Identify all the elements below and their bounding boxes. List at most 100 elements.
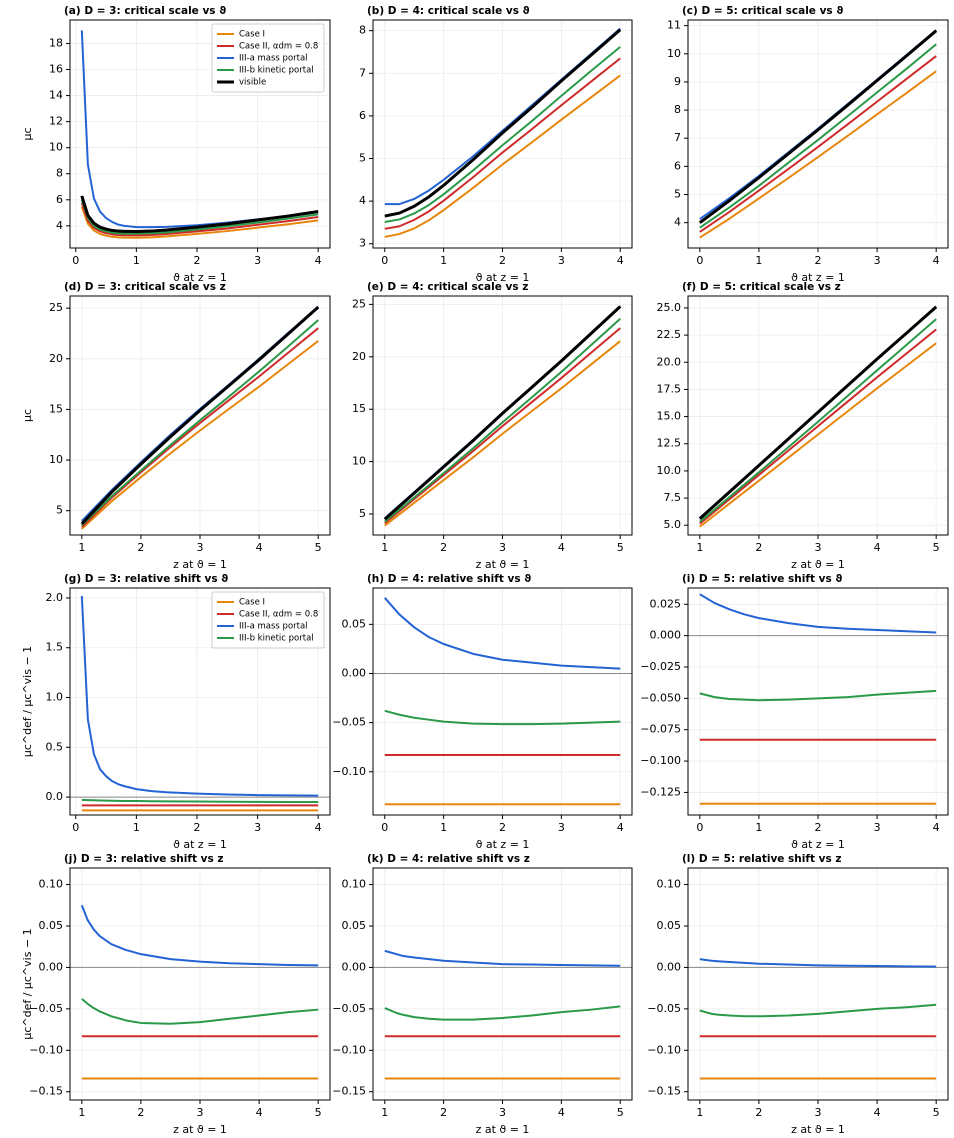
y-tick-label: 0.025	[650, 597, 682, 610]
panel-title: (i) D = 5: relative shift vs ϑ	[682, 573, 842, 585]
axes-frame	[372, 19, 633, 249]
x-tick-label: 3	[558, 254, 565, 267]
y-tick-label: 0.00	[657, 960, 682, 973]
x-tick-label: 4	[315, 254, 322, 267]
y-tick-label: 5	[359, 152, 366, 165]
series-line	[383, 305, 622, 521]
plot-area	[80, 30, 319, 239]
panel: (k) D = 4: relative shift vs z 1 2 3 4 5 −0.15…	[332, 853, 633, 1136]
x-tick-label: 5	[933, 1106, 940, 1119]
x-tick-label: 4	[558, 541, 565, 554]
series-line	[80, 195, 319, 233]
x-tick-label: 3	[815, 1106, 822, 1119]
y-tick-label: −0.10	[29, 1043, 63, 1056]
y-tick-label: −0.025	[640, 660, 681, 673]
y-tick-label: 10	[49, 141, 63, 154]
y-tick-label: −0.10	[332, 765, 366, 778]
x-tick-label: 0	[381, 254, 388, 267]
y-tick-label: 1.5	[46, 641, 64, 654]
x-axis-label: z at ϑ = 1	[173, 1123, 227, 1136]
y-tick-label: −0.15	[647, 1085, 681, 1098]
x-tick-label: 1	[78, 1106, 85, 1119]
x-tick-label: 3	[197, 1106, 204, 1119]
y-tick-label: 0.000	[650, 629, 682, 642]
x-tick-label: 1	[755, 821, 762, 834]
plot-area	[699, 593, 937, 805]
axes-frame	[69, 587, 331, 816]
x-tick-label: 5	[617, 541, 624, 554]
panel-title: (l) D = 5: relative shift vs z	[682, 853, 842, 865]
series-line	[80, 206, 319, 239]
plot-area	[698, 305, 938, 528]
x-axis-label: z at ϑ = 1	[476, 558, 530, 571]
x-tick-label: 0	[72, 821, 79, 834]
legend-label: III-b kinetic portal	[239, 634, 314, 644]
series-line	[384, 318, 621, 523]
y-tick-label: 6	[56, 193, 63, 206]
x-tick-label: 2	[193, 254, 200, 267]
legend-box	[211, 23, 325, 93]
y-tick-label: 3	[359, 237, 366, 250]
y-tick-label: 7	[674, 131, 681, 144]
x-tick-label: 2	[755, 541, 762, 554]
y-axis-label: μc^def / μc^vis − 1	[21, 928, 34, 1039]
axes-frame	[69, 295, 331, 536]
plot-area	[80, 595, 319, 812]
plot-area	[383, 305, 622, 527]
y-tick-label: 10	[49, 453, 63, 466]
series-line	[384, 1005, 621, 1021]
x-tick-label: 0	[696, 821, 703, 834]
x-tick-label: 4	[617, 821, 624, 834]
series-line	[699, 958, 937, 968]
x-tick-label: 3	[499, 541, 506, 554]
x-tick-label: 2	[137, 1106, 144, 1119]
y-tick-label: −0.050	[640, 691, 681, 704]
series-line	[698, 29, 938, 224]
y-tick-label: 5	[674, 188, 681, 201]
y-tick-label: 14	[49, 89, 63, 102]
axes-frame	[372, 587, 633, 816]
series-line	[699, 593, 937, 634]
x-tick-label: 3	[558, 821, 565, 834]
legend-box	[211, 591, 325, 649]
legend-label: Case I	[239, 30, 265, 40]
series-line	[699, 318, 937, 523]
y-tick-label: 2.0	[46, 591, 64, 604]
y-tick-label: 0.10	[39, 878, 64, 891]
panel-title: (j) D = 3: relative shift vs z	[64, 853, 224, 865]
y-tick-label: 20.0	[657, 355, 682, 368]
x-tick-label: 2	[499, 254, 506, 267]
y-tick-label: 22.5	[657, 328, 682, 341]
x-tick-label: 1	[133, 254, 140, 267]
plot-area	[80, 305, 320, 530]
x-tick-label: 2	[755, 1106, 762, 1119]
x-axis-label: z at ϑ = 1	[791, 1123, 845, 1136]
y-tick-label: 25	[352, 297, 366, 310]
x-tick-label: 1	[381, 541, 388, 554]
y-tick-label: 10.0	[657, 464, 682, 477]
y-tick-label: 10	[667, 47, 681, 60]
x-axis-label: z at ϑ = 1	[173, 558, 227, 571]
y-tick-label: −0.10	[647, 1043, 681, 1056]
x-tick-label: 2	[440, 541, 447, 554]
y-tick-label: 4	[56, 219, 63, 232]
plot-area	[698, 29, 938, 239]
x-tick-label: 3	[197, 541, 204, 554]
axes-frame	[372, 867, 633, 1101]
series-line	[81, 998, 319, 1025]
x-tick-label: 3	[815, 541, 822, 554]
panel-title: (e) D = 4: critical scale vs z	[367, 281, 528, 293]
y-tick-label: 15	[49, 402, 63, 415]
y-tick-label: 0.05	[657, 919, 682, 932]
y-tick-label: 0.10	[342, 878, 367, 891]
panel: (i) D = 5: relative shift vs ϑ 0 1 2 3 4 −0.12…	[640, 573, 949, 851]
x-tick-label: 1	[755, 254, 762, 267]
x-tick-label: 4	[256, 541, 263, 554]
y-tick-label: 12.5	[657, 437, 682, 450]
y-tick-label: 8	[674, 103, 681, 116]
y-tick-label: 25.0	[657, 301, 682, 314]
legend-label: Case II, αdm = 0.8	[239, 610, 318, 620]
x-tick-label: 2	[815, 254, 822, 267]
panel-title: (d) D = 3: critical scale vs z	[64, 281, 226, 293]
